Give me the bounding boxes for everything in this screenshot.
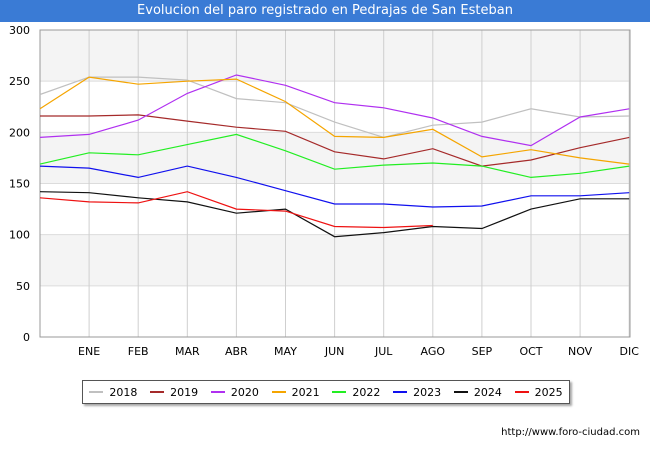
x-tick-label: MAY [274, 345, 297, 358]
series-line-2025 [39, 191, 433, 229]
series-line-2022 [39, 133, 630, 179]
x-tick-label: MAR [175, 345, 200, 358]
legend-item-2020: 2020 [210, 385, 259, 399]
source-credit: http://www.foro-ciudad.com [501, 427, 640, 438]
legend-swatch [332, 391, 347, 393]
x-tick-label: SEP [472, 345, 493, 358]
series-line-2021 [39, 76, 630, 165]
legend-swatch [453, 391, 468, 393]
y-tick-label: 200 [9, 126, 30, 139]
legend-item-2023: 2023 [393, 386, 441, 399]
x-tick-label: JUN [324, 345, 345, 358]
y-tick-label: 250 [9, 75, 30, 88]
legend-item-2024: 2024 [453, 385, 502, 399]
legend-item-2019: 2019 [150, 386, 198, 399]
chart-title: Evolucion del paro registrado en Pedraja… [0, 0, 650, 22]
series-line-2020 [39, 74, 630, 147]
legend-label: 2018 [109, 385, 138, 399]
legend: 2018 2019 2020 2021 2022 2023 2024 2025 [82, 380, 570, 404]
y-tick-label: 50 [16, 280, 30, 293]
x-tick-label: NOV [568, 345, 593, 358]
legend-label: 2023 [413, 385, 442, 399]
legend-swatch [393, 391, 408, 393]
x-tick-label: ABR [225, 345, 248, 358]
x-tick-label: AGO [421, 345, 446, 358]
legend-swatch [271, 391, 286, 393]
plot-border [39, 29, 631, 338]
x-tick-label: OCT [519, 345, 542, 358]
y-tick-label: 100 [9, 229, 30, 242]
legend-label: 2021 [291, 385, 320, 399]
legend-swatch [89, 391, 104, 393]
y-axis-ticks: 0 50 100 150 200 250 300 [9, 24, 30, 344]
series-line-2019 [40, 114, 630, 167]
legend-label: 2025 [534, 385, 563, 399]
legend-swatch [150, 391, 165, 393]
legend-swatch [514, 391, 529, 393]
legend-label: 2022 [352, 385, 381, 399]
y-tick-label: 150 [9, 178, 30, 191]
legend-item-2022: 2022 [332, 386, 380, 399]
legend-item-2025: 2025 [514, 385, 563, 399]
legend-label: 2019 [170, 385, 199, 399]
series-lines [39, 74, 630, 238]
legend-label: 2020 [230, 385, 259, 399]
legend-swatch [210, 391, 225, 393]
x-tick-label: JUL [374, 345, 393, 358]
plot-frame [39, 29, 631, 338]
series-line-2018 [39, 76, 630, 139]
y-tick-label: 0 [23, 331, 30, 344]
series-line-2024 [39, 191, 630, 238]
legend-label: 2024 [473, 385, 502, 399]
series-line-2023 [39, 165, 630, 208]
legend-item-2018: 2018 [89, 386, 137, 399]
y-tick-label: 300 [9, 24, 30, 37]
legend-item-2021: 2021 [271, 385, 320, 399]
x-axis-ticks: ENE FEB MAR ABR MAY JUN JUL AGO SEP OCT NOV DIC [78, 345, 639, 358]
x-tick-label: ENE [78, 345, 100, 358]
x-tick-label: FEB [128, 345, 149, 358]
x-tick-label: DIC [619, 345, 639, 358]
